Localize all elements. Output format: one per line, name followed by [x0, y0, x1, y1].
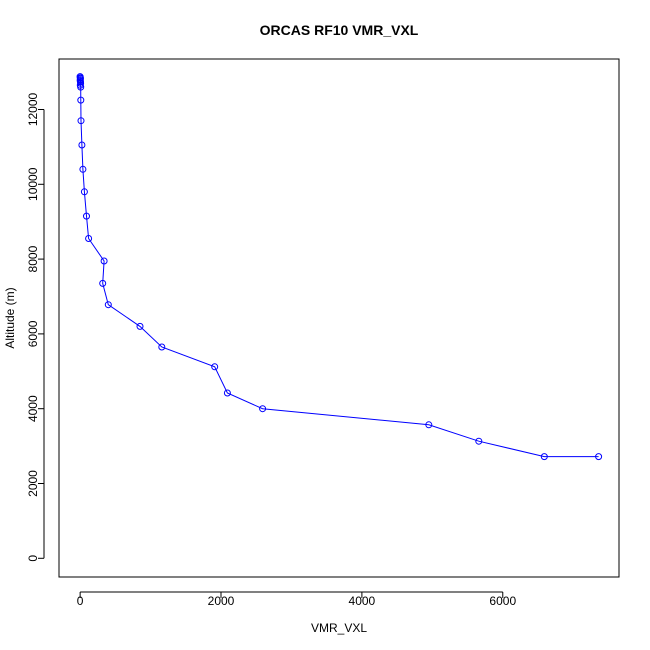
data-point: [211, 363, 219, 371]
series-group: [76, 73, 603, 461]
y-axis: 0 2000 4000 6000 8000 10000 12000: [26, 92, 45, 562]
data-point: [104, 301, 112, 309]
plot-area: [58, 58, 620, 578]
data-point: [475, 437, 483, 445]
y-tick-label: 4000: [26, 395, 40, 422]
y-axis-label: Altitude (m): [3, 287, 17, 348]
data-point: [85, 235, 93, 242]
y-tick-label: 6000: [26, 320, 40, 347]
y-tick-label: 2000: [26, 470, 40, 497]
data-point: [425, 421, 433, 429]
y-tick-label: 10000: [26, 167, 40, 201]
data-point: [540, 453, 548, 461]
x-axis: 0 2000 4000 6000: [77, 591, 516, 608]
x-axis-label: VMR_VXL: [311, 621, 367, 635]
y-tick-label: 0: [26, 555, 40, 562]
data-point: [259, 405, 267, 413]
series-line: [79, 76, 599, 458]
data-point: [83, 212, 90, 220]
x-tick-label: 0: [77, 594, 84, 608]
data-point: [158, 343, 166, 351]
data-point: [79, 165, 87, 173]
data-point: [78, 141, 86, 149]
data-point: [99, 279, 107, 287]
x-tick-label: 6000: [489, 594, 516, 608]
chart-title: ORCAS RF10 VMR_VXL: [260, 22, 419, 38]
data-point: [595, 453, 603, 461]
x-tick-label: 2000: [208, 594, 235, 608]
x-tick-label: 4000: [349, 594, 376, 608]
y-tick-label: 12000: [26, 92, 40, 126]
data-point: [80, 188, 88, 196]
data-point: [77, 96, 85, 104]
y-tick-label: 8000: [26, 245, 40, 272]
data-point: [223, 389, 231, 397]
data-point: [77, 117, 85, 125]
data-point: [136, 322, 144, 330]
data-point: [100, 257, 108, 265]
data-point: [77, 83, 85, 91]
